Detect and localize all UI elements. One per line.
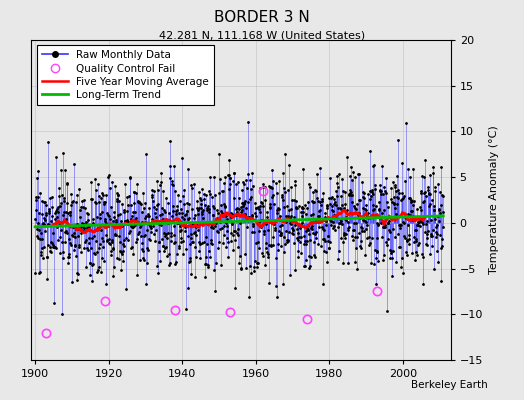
Text: BORDER 3 N: BORDER 3 N [214,10,310,25]
Text: Berkeley Earth: Berkeley Earth [411,380,487,390]
Legend: Raw Monthly Data, Quality Control Fail, Five Year Moving Average, Long-Term Tren: Raw Monthly Data, Quality Control Fail, … [37,45,214,105]
Text: 42.281 N, 111.168 W (United States): 42.281 N, 111.168 W (United States) [159,30,365,40]
Y-axis label: Temperature Anomaly (°C): Temperature Anomaly (°C) [488,126,499,274]
